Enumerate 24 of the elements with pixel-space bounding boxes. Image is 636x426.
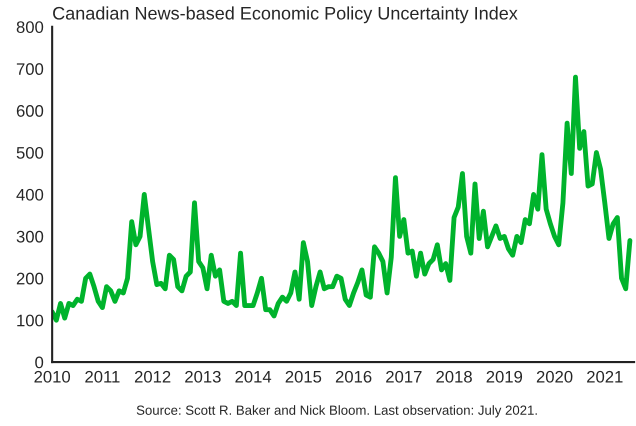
x-tick-label: 2017 <box>386 370 422 383</box>
x-tick-label: 2018 <box>436 370 472 383</box>
chart-title: Canadian News-based Economic Policy Uncertainty Index <box>53 6 518 24</box>
x-tick-label: 2010 <box>34 370 70 383</box>
x-tick-label: 2020 <box>536 370 572 383</box>
x-tick-label: 2015 <box>286 370 322 383</box>
x-tick-label: 2011 <box>85 370 120 383</box>
y-tick-label: 0 <box>35 356 44 368</box>
y-tick-label: 300 <box>16 230 44 243</box>
source-note: Source: Scott R. Baker and Nick Bloom. Last observation: July 2021. <box>136 405 537 418</box>
y-tick-label: 400 <box>16 188 44 201</box>
x-tick-label: 2013 <box>185 370 221 383</box>
y-tick-label: 800 <box>16 21 44 34</box>
line-series <box>52 74 632 323</box>
x-tick-label: 2012 <box>134 370 170 383</box>
y-tick-label: 700 <box>16 63 44 75</box>
x-tick-label: 2019 <box>486 370 522 383</box>
x-tick-label: 2021 <box>587 370 623 383</box>
y-tick-label: 500 <box>16 146 44 159</box>
y-tick-label: 600 <box>16 105 44 117</box>
y-tick-label: 100 <box>17 314 44 326</box>
x-tick-label: 2016 <box>336 370 372 383</box>
x-tick-label: 2014 <box>235 370 272 383</box>
y-tick-label: 200 <box>16 272 44 284</box>
